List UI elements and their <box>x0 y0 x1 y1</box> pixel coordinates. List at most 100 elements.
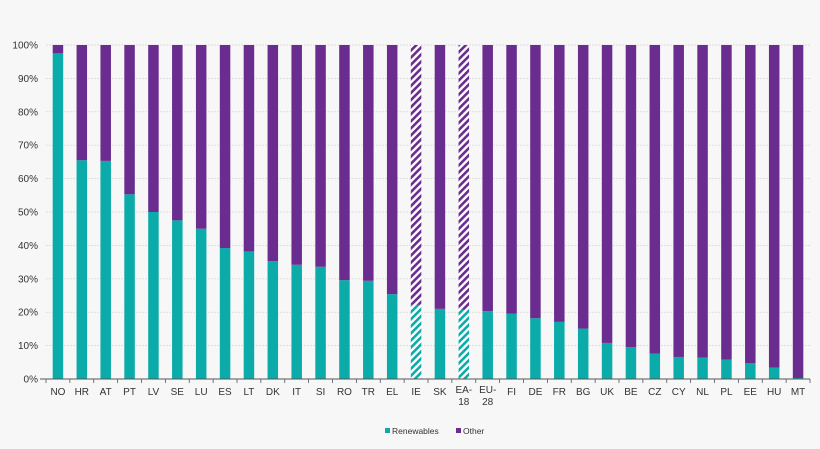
bar-other-es[interactable] <box>219 45 231 249</box>
bar-other-ea-18[interactable] <box>458 45 470 310</box>
x-tick-label: BG <box>576 387 591 398</box>
x-tick-label: IE <box>411 387 421 398</box>
x-tick-label: HU <box>767 387 781 398</box>
x-tick-label: SI <box>316 387 325 398</box>
bar-other-fr[interactable] <box>554 45 565 322</box>
bar-renewables-mt[interactable] <box>792 377 804 379</box>
bar-other-bg[interactable] <box>577 45 589 329</box>
bar-other-el[interactable] <box>386 45 398 295</box>
bar-renewables-ee[interactable] <box>745 363 756 379</box>
bar-renewables-bg[interactable] <box>577 328 589 379</box>
x-tick-label: SE <box>171 387 185 398</box>
bar-renewables-hu[interactable] <box>768 367 780 379</box>
bar-renewables-it[interactable] <box>291 264 302 379</box>
x-tick-label: HR <box>75 387 89 398</box>
bar-renewables-es[interactable] <box>219 248 231 379</box>
bar-other-pt[interactable] <box>124 45 135 195</box>
legend-label-other[interactable]: Other <box>463 426 484 436</box>
bar-renewables-cy[interactable] <box>673 356 684 379</box>
bar-renewables-tr[interactable] <box>363 280 374 379</box>
bar-other-ee[interactable] <box>745 45 756 364</box>
y-tick-label: 0% <box>24 375 39 386</box>
x-tick-label: AT <box>100 387 112 398</box>
bar-other-pl[interactable] <box>721 45 732 360</box>
bar-renewables-ro[interactable] <box>339 280 350 379</box>
bar-renewables-dk[interactable] <box>267 261 279 379</box>
x-tick-label: DK <box>266 387 280 398</box>
bar-renewables-sk[interactable] <box>434 308 446 379</box>
bar-other-hu[interactable] <box>768 45 780 368</box>
bars <box>52 45 804 379</box>
bar-renewables-pt[interactable] <box>124 194 135 379</box>
bar-renewables-lt[interactable] <box>243 251 255 379</box>
x-tick-label: FR <box>553 387 566 398</box>
x-tick-label: EL <box>386 387 399 398</box>
bar-other-it[interactable] <box>291 45 302 265</box>
x-tick-label: FI <box>507 387 516 398</box>
bar-other-se[interactable] <box>172 45 183 221</box>
x-tick-label: CZ <box>648 387 661 398</box>
bar-other-eu-28[interactable] <box>482 45 493 312</box>
x-tick-label: PT <box>123 387 136 398</box>
x-tick-label: LU <box>195 387 208 398</box>
bar-renewables-lv[interactable] <box>148 212 159 379</box>
x-tick-label: EU-28 <box>479 385 497 408</box>
bar-renewables-fr[interactable] <box>554 321 565 379</box>
bar-renewables-no[interactable] <box>52 53 64 379</box>
bar-other-no[interactable] <box>52 45 64 54</box>
bar-renewables-be[interactable] <box>625 347 637 379</box>
bar-renewables-uk[interactable] <box>601 342 613 379</box>
bar-renewables-se[interactable] <box>172 220 183 379</box>
y-tick-label: 50% <box>18 208 38 219</box>
gridlines <box>46 44 810 346</box>
bar-renewables-ie[interactable] <box>410 304 422 379</box>
legend-label-renewables[interactable]: Renewables <box>392 426 439 436</box>
bar-renewables-de[interactable] <box>530 318 541 379</box>
bar-other-mt[interactable] <box>792 45 804 378</box>
bar-renewables-si[interactable] <box>315 266 326 379</box>
bar-other-uk[interactable] <box>601 45 613 343</box>
x-tick-label: EA-18 <box>455 385 473 408</box>
bar-other-at[interactable] <box>100 45 111 161</box>
y-tick-label: 60% <box>18 174 38 185</box>
x-tick-label: PL <box>720 387 733 398</box>
bar-renewables-el[interactable] <box>386 294 398 379</box>
bar-other-cy[interactable] <box>673 45 684 357</box>
bar-other-si[interactable] <box>315 45 326 267</box>
x-tick-label-wrapper: EU-28 <box>479 385 497 408</box>
bar-renewables-lu[interactable] <box>195 228 207 379</box>
bar-renewables-nl[interactable] <box>697 357 708 379</box>
bar-other-be[interactable] <box>625 45 637 348</box>
bar-renewables-at[interactable] <box>100 160 111 379</box>
bar-other-cz[interactable] <box>649 45 661 354</box>
x-tick-label: LT <box>243 387 254 398</box>
bar-other-lu[interactable] <box>195 45 207 229</box>
bar-other-fi[interactable] <box>506 45 517 314</box>
x-tick-label: DE <box>528 387 542 398</box>
bar-other-nl[interactable] <box>697 45 708 358</box>
bar-other-de[interactable] <box>530 45 541 319</box>
x-tick-label: TR <box>362 387 375 398</box>
x-tick-label: NL <box>696 387 709 398</box>
x-tick-label: CY <box>672 387 686 398</box>
x-tick-label: ES <box>218 387 232 398</box>
bar-other-hr[interactable] <box>76 45 88 161</box>
bar-other-lv[interactable] <box>148 45 159 212</box>
bar-other-tr[interactable] <box>363 45 374 281</box>
bar-renewables-fi[interactable] <box>506 313 517 379</box>
bar-other-dk[interactable] <box>267 45 279 262</box>
bar-other-lt[interactable] <box>243 45 255 252</box>
bar-renewables-hr[interactable] <box>76 160 88 379</box>
y-tick-label: 90% <box>18 74 38 85</box>
x-axis: NO HR AT PT LV SE LU ES LT DK IT SI RO TR EL IE SK EA-18 E… <box>40 378 811 408</box>
bar-renewables-ea-18[interactable] <box>458 309 470 379</box>
bar-renewables-pl[interactable] <box>721 359 732 379</box>
y-tick-label: 100% <box>12 41 38 52</box>
bar-other-ro[interactable] <box>339 45 350 281</box>
x-tick-label: EE <box>744 387 758 398</box>
bar-other-ie[interactable] <box>410 45 422 305</box>
bar-renewables-eu-28[interactable] <box>482 311 493 379</box>
bar-other-sk[interactable] <box>434 45 446 309</box>
bar-renewables-cz[interactable] <box>649 353 661 379</box>
